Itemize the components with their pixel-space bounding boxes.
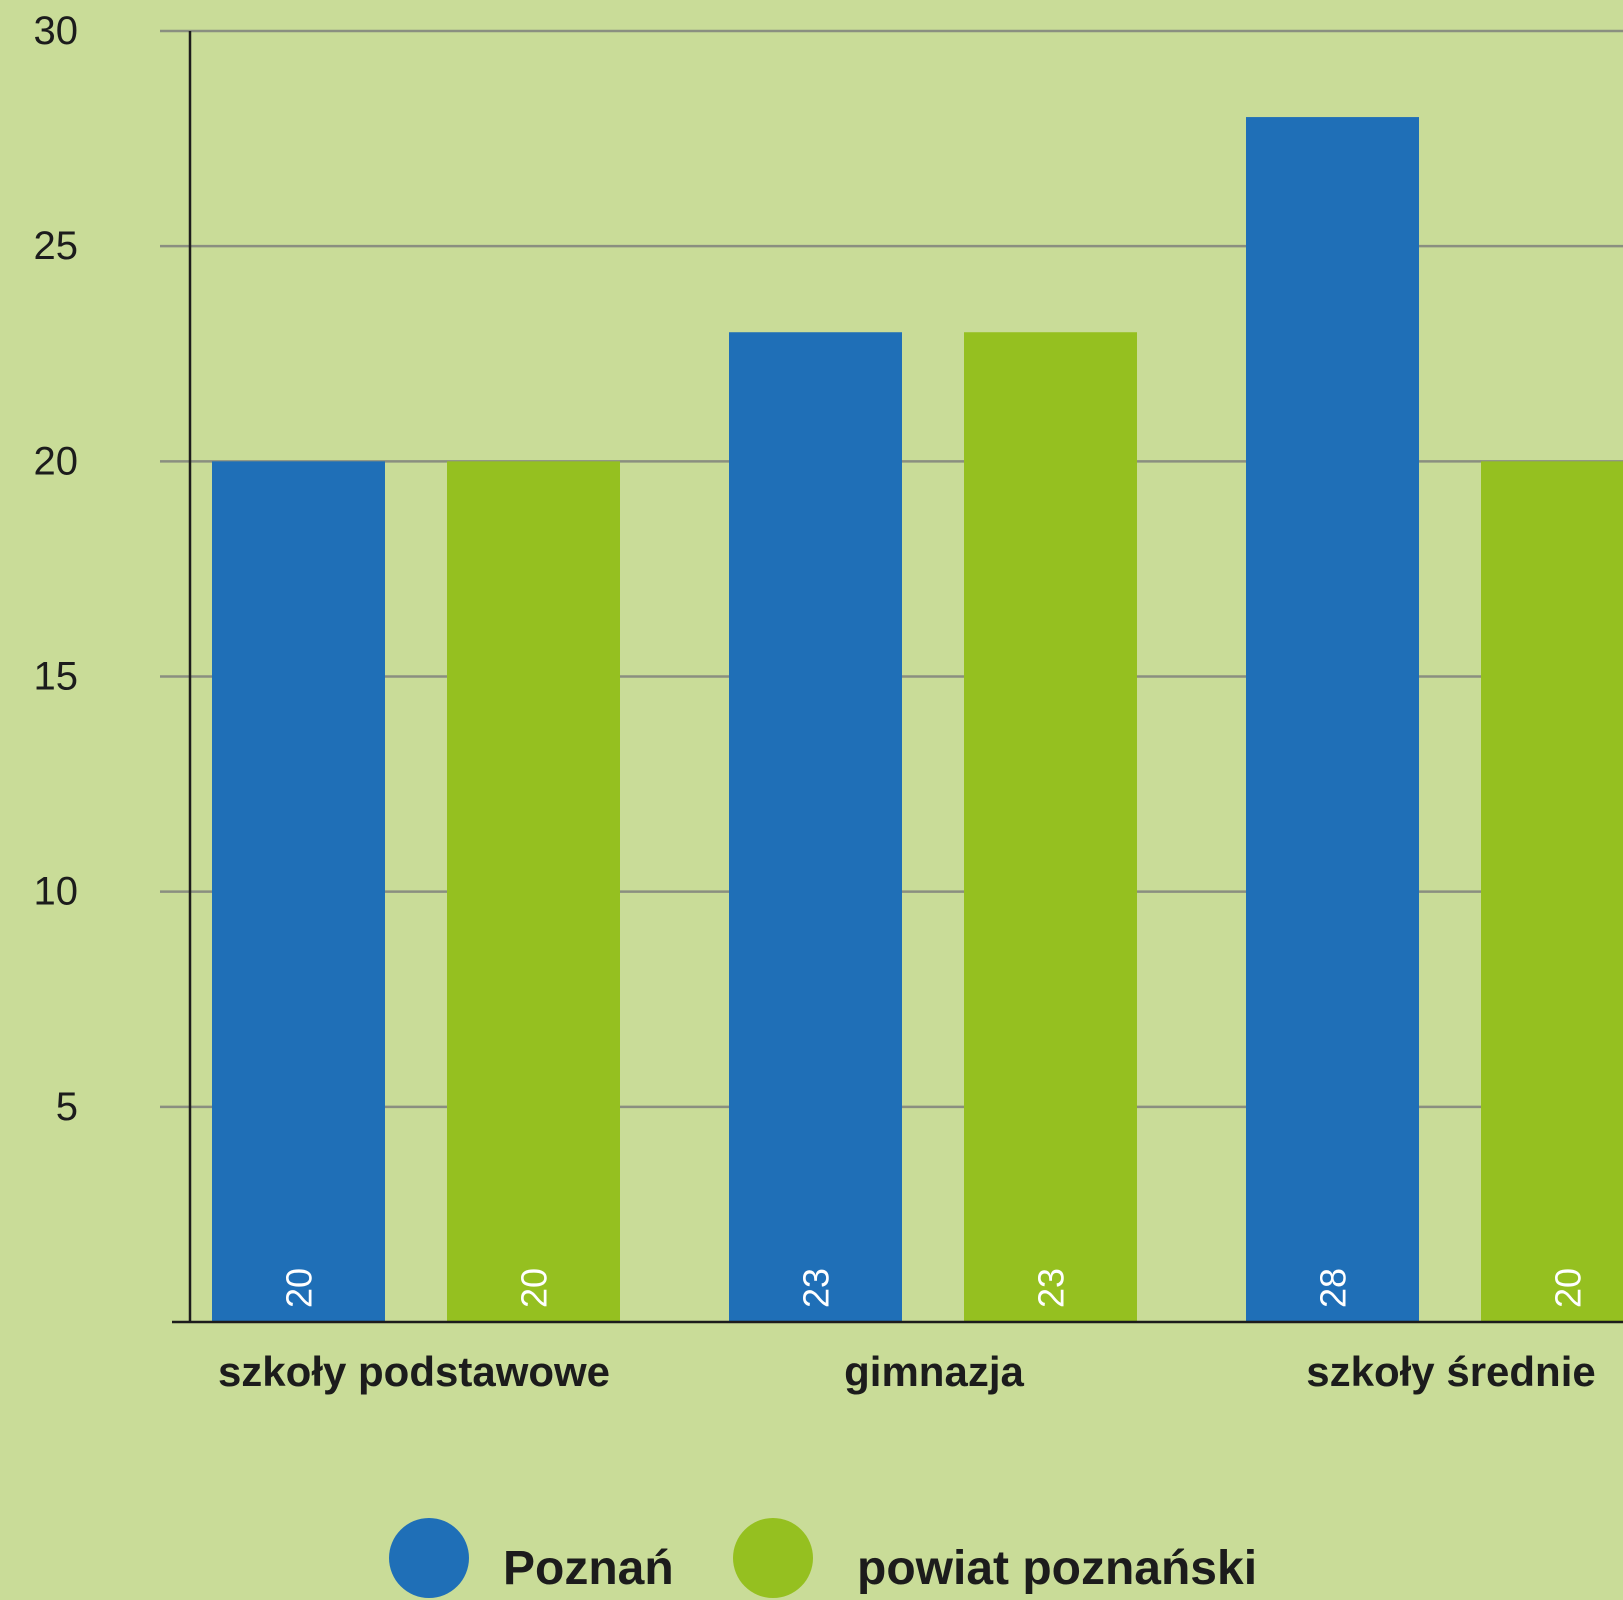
- bar-series-2: [447, 461, 620, 1322]
- x-category-label: szkoły podstawowe: [218, 1348, 610, 1395]
- bar-value-label: 20: [279, 1268, 320, 1308]
- y-tick-label: 5: [56, 1085, 78, 1129]
- bar-series-2: [1481, 461, 1623, 1322]
- bar-series-1: [212, 461, 385, 1322]
- bar-value-label: 23: [796, 1268, 837, 1308]
- bar-value-label: 20: [514, 1268, 555, 1308]
- x-category-label: szkoły średnie: [1306, 1348, 1595, 1395]
- y-tick-label: 20: [34, 439, 79, 483]
- bar-value-label: 28: [1313, 1268, 1354, 1308]
- bar-series-2: [964, 332, 1137, 1322]
- y-tick-label: 15: [34, 655, 79, 699]
- axes: [172, 31, 1623, 1324]
- x-category-label: gimnazja: [844, 1348, 1024, 1395]
- bar-value-label: 23: [1031, 1268, 1072, 1308]
- bar-series-1: [1246, 117, 1419, 1323]
- legend-label: powiat poznański: [857, 1542, 1257, 1595]
- legend-label: Poznań: [503, 1542, 674, 1595]
- y-tick-label: 25: [34, 224, 79, 268]
- bar-value-label: 20: [1548, 1268, 1589, 1308]
- bars: [212, 117, 1623, 1323]
- legend: Poznań powiat poznański: [389, 1518, 1257, 1598]
- legend-swatch: [733, 1518, 813, 1598]
- legend-swatch: [389, 1518, 469, 1598]
- y-tick-label: 10: [34, 870, 79, 914]
- labels: 5 10 15 20 25 30 20 20 szkoły podstawowe 23 23gimn…: [34, 9, 1596, 1395]
- bar-series-1: [729, 332, 902, 1322]
- y-tick-label: 30: [34, 9, 79, 53]
